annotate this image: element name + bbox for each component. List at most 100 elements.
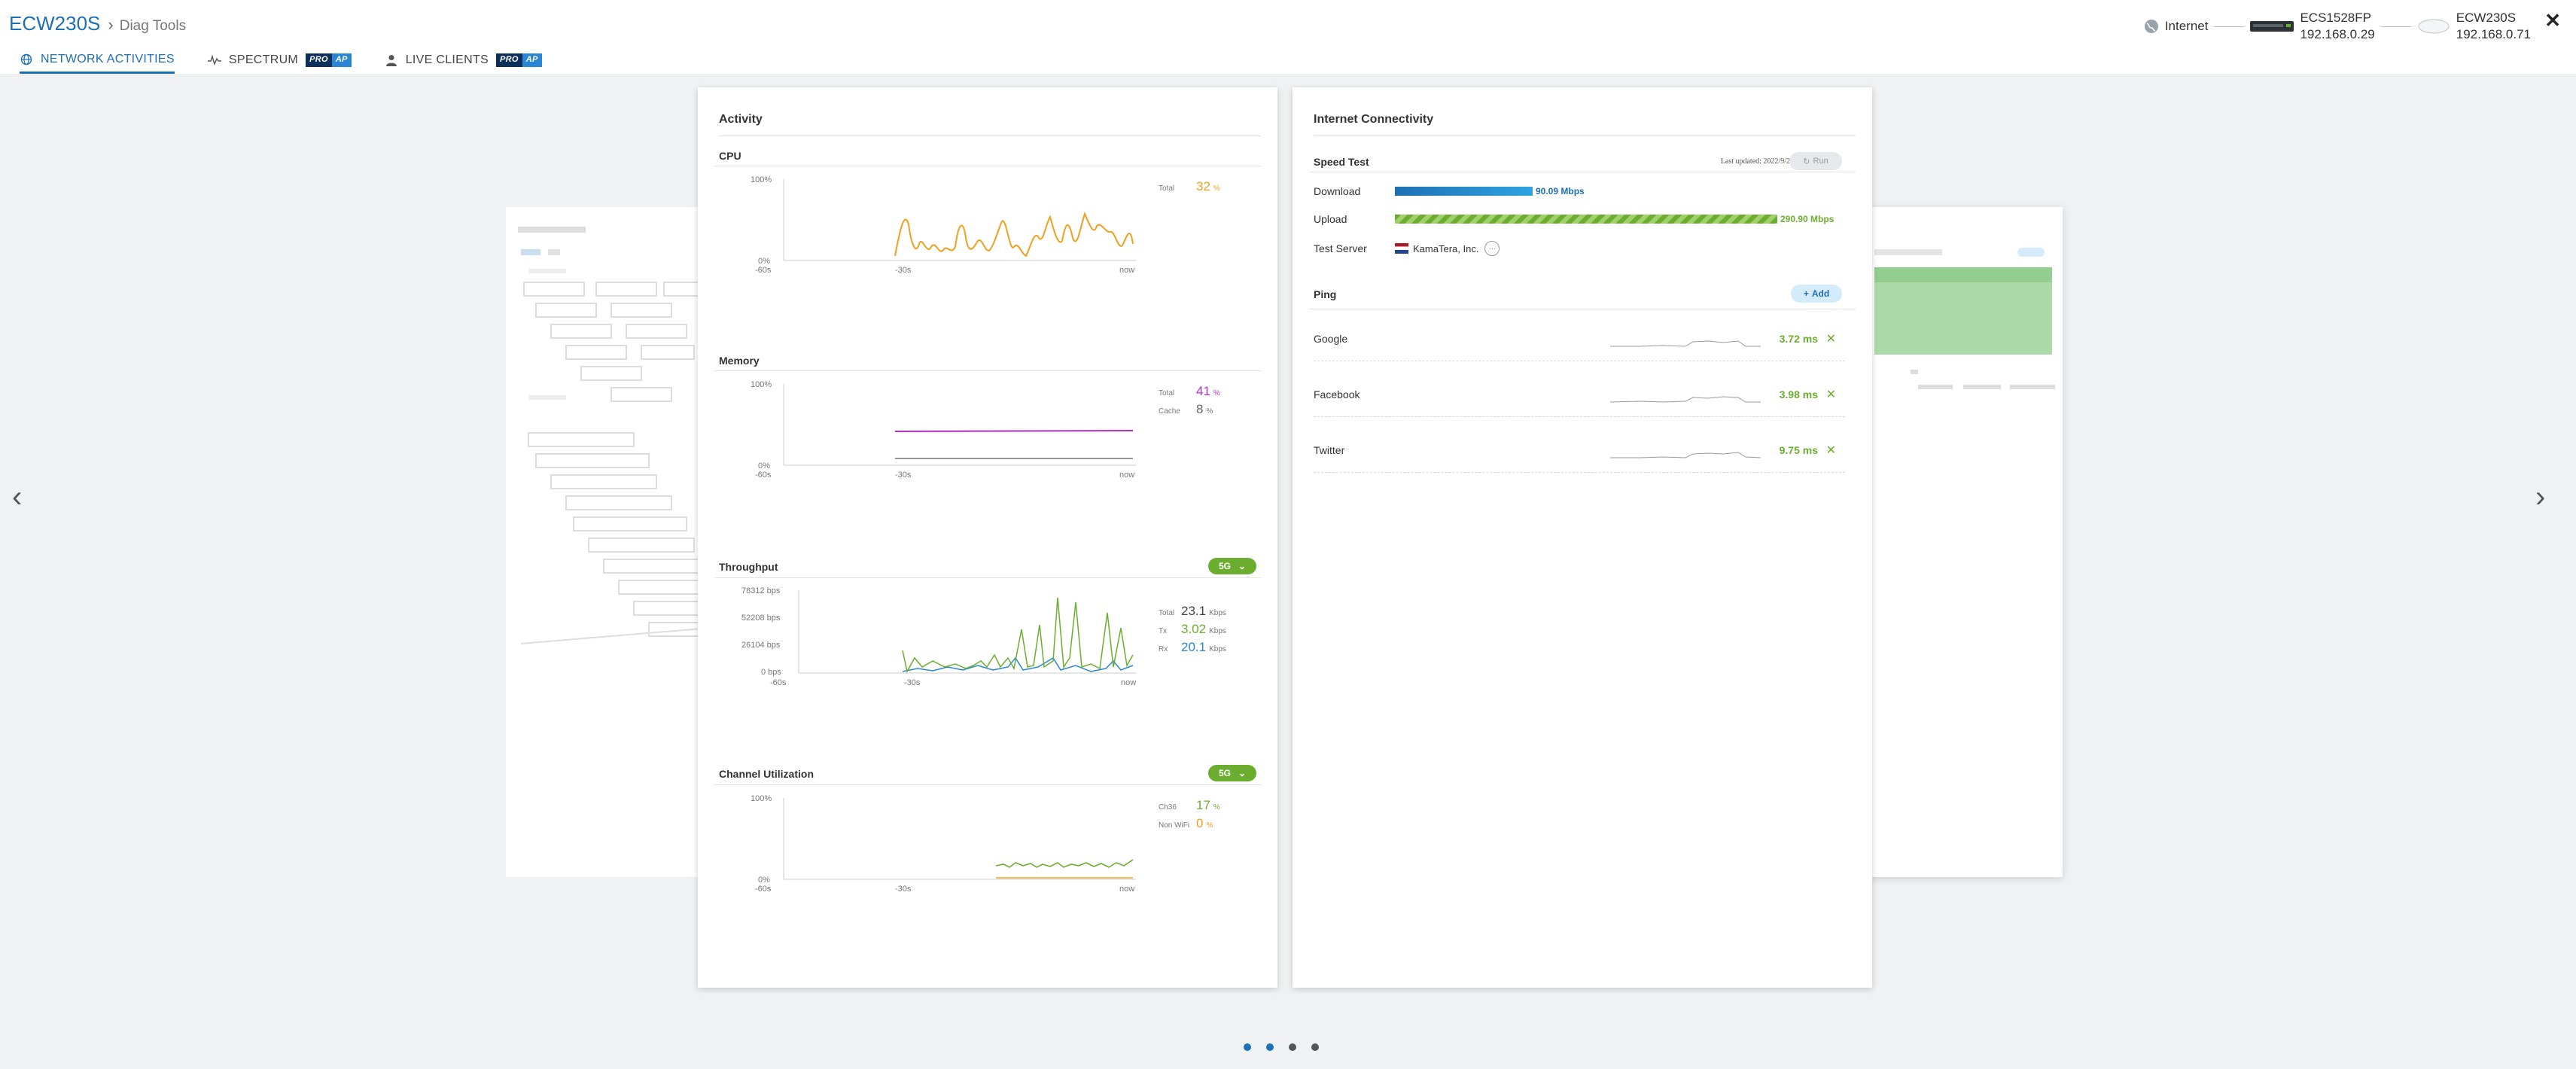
network-topology: Internet ECS1528FP 192.168.0.29 ECW230S … <box>2144 8 2531 45</box>
ping-sparkline <box>1610 396 1761 403</box>
x-tick-label: now <box>1119 885 1134 894</box>
cpu-title: CPU <box>719 150 741 162</box>
memory-chart: 100% 0% -60s -30s now Total 41 % Cache 8… <box>714 376 1261 489</box>
y-tick-label: 100% <box>751 794 772 803</box>
throughput-chart-svg: 78312 bps 52208 bps 26104 bps 0 bps -60s… <box>741 586 1136 687</box>
pager-dot[interactable] <box>1244 1043 1251 1051</box>
y-tick-label: 100% <box>751 380 772 389</box>
legend-channel-ch36: Ch36 17 % <box>1159 798 1220 812</box>
ping-value: 3.98 ms <box>1779 388 1818 400</box>
carousel-preview-left[interactable] <box>506 207 702 877</box>
close-icon[interactable]: ✕ <box>2544 9 2561 32</box>
test-server-row: Test Server KamaTera, Inc. ··· <box>1314 241 1500 256</box>
device-title[interactable]: ECW230S <box>9 12 101 35</box>
pulse-icon <box>207 53 221 67</box>
run-speed-test-button[interactable]: ↻ Run <box>1789 152 1842 170</box>
channel-title: Channel Utilization <box>719 768 814 780</box>
internet-card: Internet Connectivity Speed Test Last up… <box>1293 87 1872 988</box>
activity-card: Activity CPU 100% 0% -60s -30s now Total… <box>698 87 1277 988</box>
x-tick-label: now <box>1119 266 1134 275</box>
x-tick-label: -30s <box>895 885 912 894</box>
add-ping-target-button[interactable]: + Add <box>1791 285 1842 303</box>
tab-label: SPECTRUM <box>228 53 299 66</box>
carousel-preview-right[interactable] <box>1867 207 2063 877</box>
ap-name: ECW230S <box>2456 11 2517 25</box>
topology-link <box>2380 26 2411 27</box>
legend-throughput-total: Total 23.1 Kbps <box>1159 604 1226 618</box>
ping-sparkline <box>1610 340 1761 347</box>
upload-row: Upload 290.90 Mbps <box>1314 213 1835 225</box>
upload-value: 290.90 Mbps <box>1780 214 1835 224</box>
channel-chart: 100% 0% -60s -30s now Ch36 17 % Non WiFi… <box>714 790 1261 903</box>
upload-bar <box>1395 215 1777 224</box>
ping-value: 3.72 ms <box>1779 333 1818 345</box>
x-tick-label: -30s <box>895 471 912 480</box>
download-row: Download 90.09 Mbps <box>1314 185 1585 197</box>
page-subtitle: Diag Tools <box>119 18 187 34</box>
channel-chart-svg: 100% 0% -60s -30s now <box>751 794 1136 894</box>
y-tick-label: 26104 bps <box>741 641 781 650</box>
tab-bar: NETWORK ACTIVITIES SPECTRUM PRO AP LIVE C… <box>20 47 575 74</box>
legend-memory-cache: Cache 8 % <box>1159 402 1213 416</box>
y-tick-label: 0 bps <box>761 668 781 677</box>
legend-channel-nonwifi: Non WiFi 0 % <box>1159 816 1213 830</box>
y-tick-label: 52208 bps <box>741 614 781 623</box>
cpu-chart-svg: 100% 0% -60s -30s now <box>751 175 1136 275</box>
x-tick-label: now <box>1121 678 1136 687</box>
x-tick-label: -60s <box>755 471 772 480</box>
ping-row-twitter: Twitter 9.75 ms ✕ <box>1314 435 1845 473</box>
remove-icon[interactable]: ✕ <box>1825 333 1836 346</box>
band-select-channel[interactable]: 5G ⌄ <box>1208 765 1256 781</box>
topology-ap[interactable]: ECW230S 192.168.0.71 <box>2417 10 2531 43</box>
x-tick-label: -30s <box>904 678 921 687</box>
remove-icon[interactable]: ✕ <box>1825 388 1836 401</box>
ch36-series-line <box>995 859 1134 868</box>
card-title: Internet Connectivity <box>1314 113 1434 126</box>
person-icon <box>385 53 398 67</box>
last-updated: Last updated: 2022/9/29 <box>1720 157 1794 166</box>
tab-live-clients[interactable]: LIVE CLIENTS PRO AP <box>385 47 542 74</box>
topology-switch[interactable]: ECS1528FP 192.168.0.29 <box>2250 10 2375 43</box>
topology-internet[interactable]: Internet <box>2144 18 2209 35</box>
ping-row-google: Google 3.72 ms ✕ <box>1314 324 1845 361</box>
x-tick-label: -60s <box>755 266 772 275</box>
cpu-series-line <box>894 212 1134 257</box>
carousel-next-arrow[interactable]: › <box>2535 480 2546 513</box>
tab-network-activities[interactable]: NETWORK ACTIVITIES <box>20 47 175 74</box>
tab-spectrum[interactable]: SPECTRUM PRO AP <box>207 47 352 74</box>
topology-link <box>2214 26 2245 27</box>
tab-label: LIVE CLIENTS <box>405 53 489 66</box>
pager-dot[interactable] <box>1311 1043 1319 1051</box>
y-tick-label: 0% <box>758 257 770 266</box>
globe-icon <box>20 53 33 66</box>
ping-target-name: Google <box>1314 333 1348 345</box>
legend-throughput-rx: Rx 20.1 Kbps <box>1159 640 1226 654</box>
y-tick-label: 0% <box>758 876 770 885</box>
ping-target-name: Twitter <box>1314 444 1345 456</box>
pager-dot[interactable] <box>1289 1043 1296 1051</box>
carousel-prev-arrow[interactable]: ‹ <box>12 480 23 513</box>
rx-series-line <box>902 656 1134 672</box>
divider <box>714 784 1261 785</box>
ping-title: Ping <box>1314 288 1337 300</box>
memory-title: Memory <box>719 355 760 367</box>
preview-graphic <box>518 227 702 644</box>
switch-icon <box>2250 18 2294 35</box>
pro-ap-badge: PRO AP <box>496 53 542 67</box>
x-tick-label: -60s <box>755 885 772 894</box>
pro-ap-badge: PRO AP <box>306 53 352 67</box>
access-point-icon <box>2417 17 2450 35</box>
divider <box>714 577 1261 578</box>
ap-ip: 192.168.0.71 <box>2456 27 2531 41</box>
throughput-chart: 78312 bps 52208 bps 26104 bps 0 bps -60s… <box>714 583 1261 696</box>
ping-sparkline <box>1610 452 1761 458</box>
x-tick-label: now <box>1119 471 1134 480</box>
pager-dot[interactable] <box>1266 1043 1274 1051</box>
remove-icon[interactable]: ✕ <box>1825 444 1836 457</box>
more-options-icon[interactable]: ··· <box>1484 241 1500 256</box>
y-tick-label: 78312 bps <box>741 586 781 595</box>
chevron-down-icon: ⌄ <box>1238 561 1247 571</box>
band-select-throughput[interactable]: 5G ⌄ <box>1208 558 1256 574</box>
internet-label: Internet <box>2164 19 2209 33</box>
y-tick-label: 0% <box>758 461 770 471</box>
